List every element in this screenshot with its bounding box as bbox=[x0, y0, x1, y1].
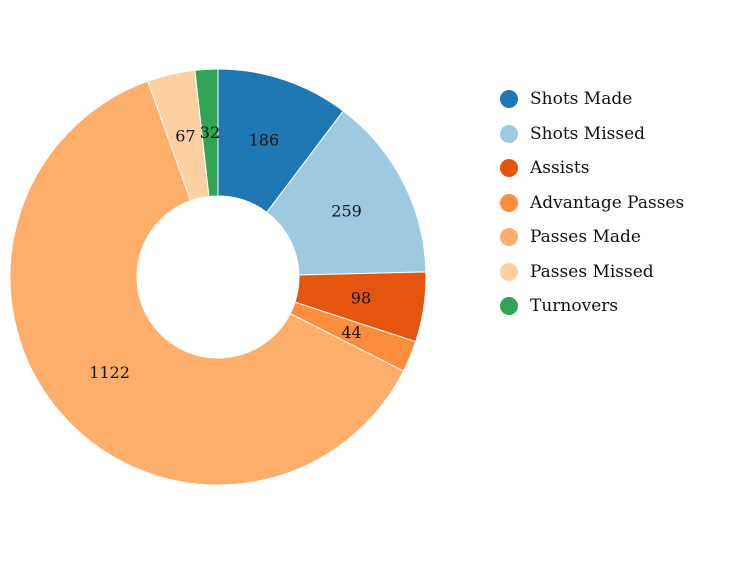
legend-item-advantage-passes[interactable]: Advantage Passes bbox=[500, 186, 684, 221]
legend-swatch bbox=[500, 193, 518, 212]
legend-swatch bbox=[500, 159, 518, 178]
legend-item-shots-made[interactable]: Shots Made bbox=[500, 82, 684, 117]
data-label-shots-made: 186 bbox=[249, 130, 280, 149]
data-label-passes-made: 1122 bbox=[89, 363, 130, 382]
data-label-advantage-passes: 44 bbox=[341, 323, 361, 342]
slice-shots-made[interactable] bbox=[217, 68, 344, 214]
legend-item-assists[interactable]: Assists bbox=[500, 151, 684, 186]
legend-item-passes-made[interactable]: Passes Made bbox=[500, 220, 684, 255]
legend-label: Shots Made bbox=[530, 89, 633, 110]
slice-shots-missed[interactable] bbox=[266, 110, 427, 276]
donut-slices bbox=[9, 68, 427, 486]
slice-turnovers[interactable] bbox=[194, 68, 219, 198]
legend-swatch bbox=[500, 228, 518, 247]
data-label-passes-missed: 67 bbox=[175, 127, 195, 146]
legend-label: Assists bbox=[530, 158, 590, 179]
data-label-assists: 98 bbox=[351, 289, 371, 308]
legend-item-shots-missed[interactable]: Shots Missed bbox=[500, 117, 684, 152]
legend-label: Advantage Passes bbox=[530, 192, 685, 213]
legend-item-passes-missed[interactable]: Passes Missed bbox=[500, 255, 684, 290]
legend-label: Passes Missed bbox=[530, 261, 654, 282]
legend-item-turnovers[interactable]: Turnovers bbox=[500, 289, 684, 324]
legend-label: Passes Made bbox=[530, 227, 641, 248]
legend-swatch bbox=[500, 90, 518, 109]
legend-label: Shots Missed bbox=[530, 123, 646, 144]
chart-legend: Shots Made Shots Missed Assists Advantage P… bbox=[500, 82, 684, 324]
legend-label: Turnovers bbox=[530, 296, 619, 317]
data-label-shots-missed: 259 bbox=[331, 201, 362, 220]
slice-passes-made[interactable] bbox=[9, 80, 405, 486]
legend-swatch bbox=[500, 262, 518, 281]
slice-labels: 186 259 98 44 1122 67 32 bbox=[89, 123, 371, 382]
data-label-turnovers: 32 bbox=[200, 123, 220, 142]
legend-swatch bbox=[500, 297, 518, 316]
legend-swatch bbox=[500, 124, 518, 143]
